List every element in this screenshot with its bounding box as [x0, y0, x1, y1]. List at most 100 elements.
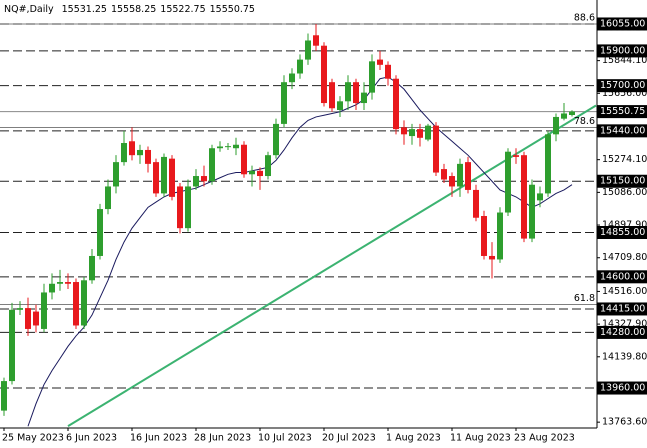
candle-body — [329, 82, 335, 109]
level-label: 16055.00 — [600, 18, 645, 29]
candle-body — [153, 162, 159, 194]
candle-body — [97, 209, 103, 256]
x-tick-label: 11 Aug 2023 — [450, 433, 511, 444]
candle-body — [297, 59, 303, 74]
y-tick-label: 15274.10 — [602, 154, 647, 165]
header-close: 15550.75 — [210, 4, 255, 15]
candle-body — [169, 158, 175, 197]
y-tick-label: 14709.80 — [602, 252, 647, 263]
candle-body — [545, 134, 551, 194]
candle-body — [161, 156, 167, 194]
candle-body — [449, 176, 455, 187]
candle-body — [513, 155, 519, 157]
y-tick-label: 15844.10 — [602, 55, 647, 66]
x-tick-label: 1 Aug 2023 — [386, 433, 441, 444]
candle-body — [537, 193, 543, 201]
candle-body — [497, 212, 503, 260]
candle-body — [137, 149, 143, 156]
plot-area — [0, 23, 597, 427]
candle-body — [1, 381, 7, 411]
candle-body — [209, 148, 215, 182]
axis-layer: 16032.2015844.1015656.0015274.1015086.00… — [2, 12, 647, 444]
level-label: 15150.00 — [600, 176, 645, 187]
candle-body — [393, 78, 399, 130]
y-tick-label: 14516.00 — [602, 286, 647, 297]
moving-average — [27, 76, 573, 427]
candle-body — [361, 92, 367, 104]
candle-body — [65, 282, 71, 284]
level-label: 15900.00 — [600, 45, 645, 56]
candle-body — [345, 82, 351, 102]
level-box — [597, 79, 647, 93]
level-label: 14415.00 — [600, 303, 645, 314]
x-tick-label: 20 Jul 2023 — [322, 433, 376, 444]
y-tick-label: 13763.60 — [602, 417, 647, 428]
candle-body — [281, 82, 287, 124]
y-tick-label: 14327.90 — [602, 319, 647, 330]
candle-body — [193, 176, 199, 187]
candle-body — [17, 308, 23, 310]
level-label: 13960.00 — [600, 383, 645, 394]
level-label: 15700.00 — [600, 80, 645, 91]
header: NQ#,Daily 15531.25 15558.25 15522.75 15550.7… — [4, 4, 255, 15]
level-box — [597, 381, 647, 395]
candle-body — [457, 163, 463, 187]
candle-body — [201, 176, 207, 182]
candle-body — [337, 101, 343, 110]
y-tick-label: 14897.90 — [602, 220, 647, 231]
candle-body — [105, 186, 111, 210]
candle-body — [417, 129, 423, 138]
candle-body — [217, 146, 223, 149]
candle-body — [121, 143, 127, 163]
candle-body — [321, 45, 327, 104]
candle-body — [25, 308, 31, 329]
candle-body — [233, 144, 239, 149]
header-low: 15522.75 — [160, 4, 205, 15]
level-box — [597, 302, 647, 316]
candle-body — [401, 127, 407, 135]
candle-body — [49, 283, 55, 293]
candle-body — [225, 146, 231, 148]
level-box — [597, 44, 647, 58]
x-tick-label: 10 Jul 2023 — [258, 433, 312, 444]
candle-body — [41, 292, 47, 329]
candle-body — [353, 82, 359, 104]
level-box — [597, 174, 647, 188]
candle-body — [473, 189, 479, 218]
level-label: 14855.00 — [600, 227, 645, 238]
candle-body — [241, 144, 247, 175]
candle-body — [441, 169, 447, 180]
candle-body — [249, 170, 255, 175]
fib-label: 88.6 — [574, 12, 595, 23]
fib-label: 78.6 — [574, 116, 595, 127]
candle-body — [377, 59, 383, 65]
candle-body — [129, 141, 135, 156]
candle-body — [257, 170, 263, 177]
candle-body — [529, 184, 535, 239]
candle-body — [81, 280, 87, 326]
x-tick-label: 6 Jun 2023 — [66, 433, 117, 444]
candle-body — [489, 255, 495, 260]
level-box — [597, 270, 647, 284]
candle-body — [273, 123, 279, 156]
candle-body — [33, 311, 39, 326]
candle-body — [265, 155, 271, 177]
price-box — [597, 105, 647, 119]
candle-body — [561, 113, 567, 119]
x-tick-label: 25 May 2023 — [2, 433, 64, 444]
candle-body — [113, 162, 119, 187]
y-tick-label: 15656.00 — [602, 88, 647, 99]
x-tick-label: 28 Jun 2023 — [194, 433, 251, 444]
candle-body — [9, 309, 15, 382]
candle-body — [89, 255, 95, 281]
candle-body — [73, 282, 79, 326]
candle-body — [433, 125, 439, 173]
candle-body — [465, 162, 471, 190]
fib-label: 61.8 — [574, 293, 595, 304]
y-tick-label: 14139.80 — [602, 351, 647, 362]
candle-body — [385, 64, 391, 79]
level-box — [597, 17, 647, 31]
candle-body — [305, 40, 311, 60]
candle-body — [553, 116, 559, 135]
candle-body — [313, 35, 319, 46]
